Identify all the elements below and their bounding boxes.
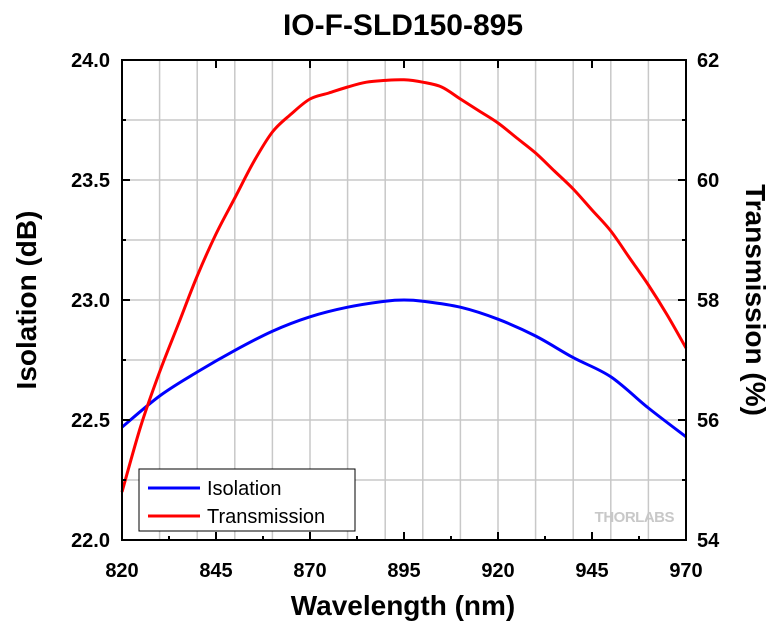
x-tick-label: 895 bbox=[387, 560, 420, 582]
x-tick-label: 970 bbox=[669, 560, 702, 582]
y2-tick-label: 62 bbox=[697, 50, 719, 72]
thorlabs-logo: THORLABS bbox=[595, 509, 675, 526]
legend-box bbox=[138, 468, 356, 532]
y-tick-label: 22.0 bbox=[71, 530, 110, 552]
legend-label-transmission: Transmission bbox=[207, 506, 325, 528]
y2-tick-label: 54 bbox=[697, 530, 720, 552]
y-tick-label: 23.5 bbox=[71, 170, 110, 192]
y-tick-label: 24.0 bbox=[71, 50, 110, 72]
y2-tick-label: 58 bbox=[697, 290, 719, 312]
y2-tick-label: 56 bbox=[697, 410, 719, 432]
legend-label-isolation: Isolation bbox=[207, 478, 282, 500]
y-tick-label: 22.5 bbox=[71, 410, 110, 432]
x-tick-label: 845 bbox=[199, 560, 232, 582]
x-tick-label: 945 bbox=[575, 560, 608, 582]
tick-labels: 820 845 870 895 920 945 970 22.0 22.5 23.0 23.5 24.… bbox=[71, 50, 720, 582]
x-axis-label: Wavelength (nm) bbox=[291, 590, 516, 621]
series-line-transmission bbox=[120, 78, 688, 493]
y-tick-label: 23.0 bbox=[71, 290, 110, 312]
chart-title: IO-F-SLD150-895 bbox=[283, 9, 523, 42]
x-tick-label: 820 bbox=[105, 560, 138, 582]
y-axis-label: Isolation (dB) bbox=[11, 211, 42, 390]
y2-tick-label: 60 bbox=[697, 170, 719, 192]
axis-ticks bbox=[121, 59, 687, 541]
y2-axis-label: Transmission (%) bbox=[740, 184, 771, 416]
legend: Isolation Transmission bbox=[138, 468, 356, 532]
x-tick-label: 920 bbox=[481, 560, 514, 582]
x-tick-label: 870 bbox=[293, 560, 326, 582]
series-layer bbox=[120, 78, 688, 493]
series-line-isolation bbox=[121, 298, 687, 438]
